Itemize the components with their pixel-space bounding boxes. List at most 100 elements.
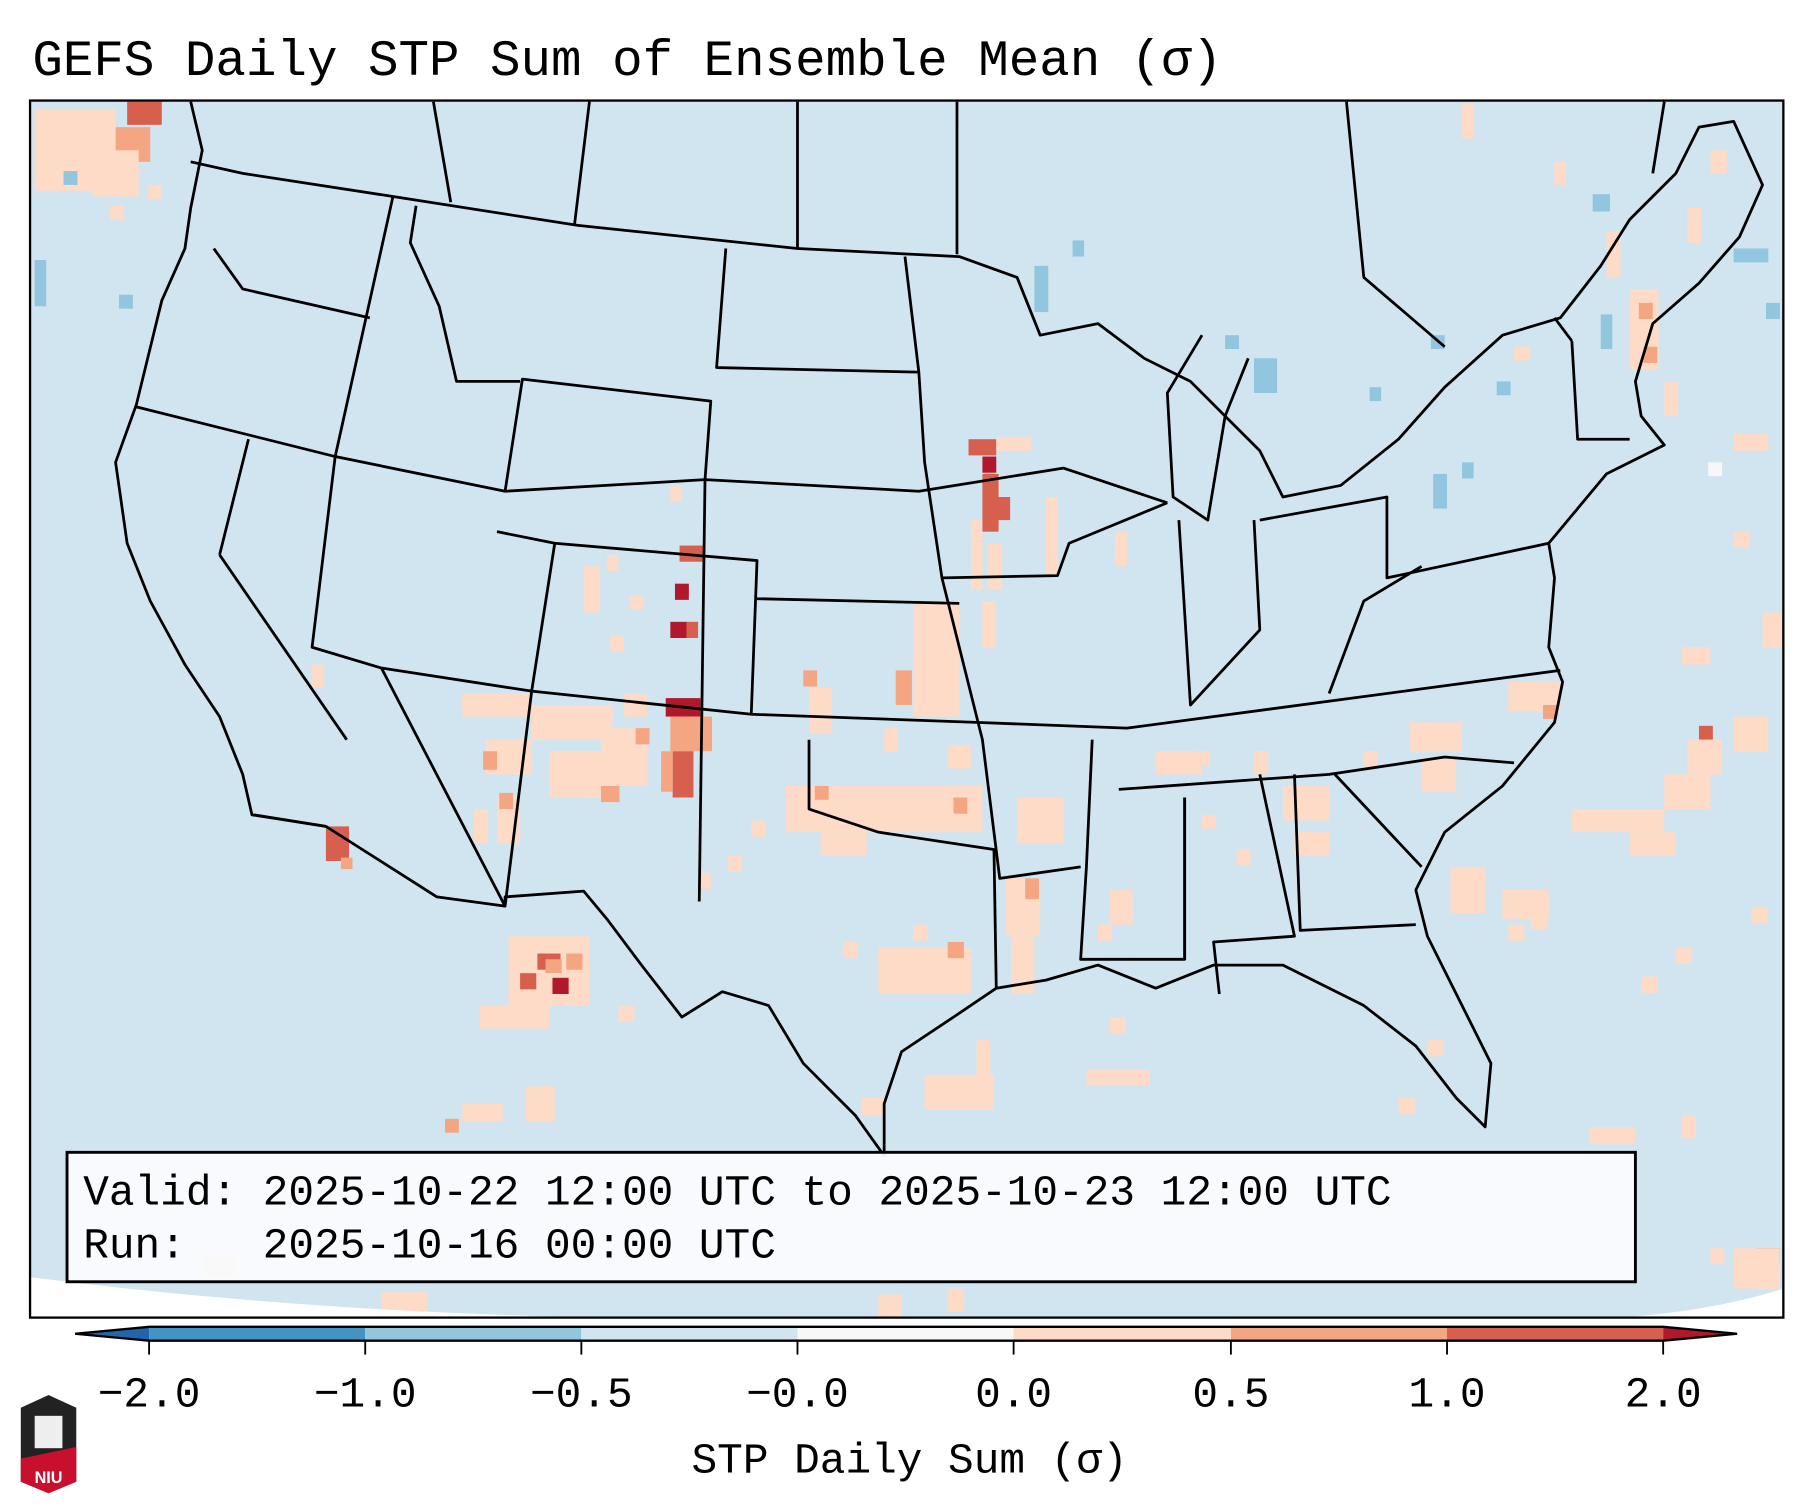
stp-cell xyxy=(1086,1069,1150,1086)
stp-cell xyxy=(545,959,562,974)
stp-cell xyxy=(728,855,743,872)
stp-cell xyxy=(878,1294,902,1318)
stp-cell xyxy=(1675,947,1693,964)
stp-cell xyxy=(674,583,689,600)
stp-cell xyxy=(520,973,537,990)
stp-cell xyxy=(566,953,583,970)
stp-cell xyxy=(635,728,650,745)
stp-cell xyxy=(1508,924,1525,941)
stp-cell xyxy=(531,705,613,740)
stp-cell xyxy=(1294,832,1330,856)
stp-cell xyxy=(340,857,353,870)
colorbar-segment xyxy=(581,1326,798,1341)
projection-edge-left xyxy=(30,1277,601,1318)
colorbar-segment xyxy=(1013,1326,1231,1341)
map xyxy=(30,100,1784,1318)
stp-cell xyxy=(861,1097,885,1116)
stp-cell xyxy=(92,150,139,197)
stp-cell xyxy=(1641,976,1658,993)
stp-cell xyxy=(1733,248,1769,263)
colorbar-tick-label: −1.0 xyxy=(314,1371,417,1420)
stp-cell xyxy=(803,670,818,687)
stp-cell xyxy=(1571,809,1665,833)
stp-cell xyxy=(1592,194,1610,212)
stp-cell xyxy=(988,543,1003,590)
colorbar-under-extension xyxy=(75,1326,150,1341)
stp-cell xyxy=(483,751,497,770)
stp-cell xyxy=(686,621,699,639)
stp-cell xyxy=(1710,150,1727,174)
stp-cell xyxy=(1369,387,1382,402)
stp-cell xyxy=(1025,878,1040,900)
stp-cell xyxy=(1017,797,1064,844)
stp-cell xyxy=(895,670,912,706)
stp-cell xyxy=(1427,1040,1444,1057)
stp-cell xyxy=(109,205,124,220)
stp-cell xyxy=(525,1086,555,1122)
stp-cell xyxy=(947,1288,964,1312)
logo-text: NIU xyxy=(35,1469,63,1487)
stp-cell xyxy=(147,184,162,199)
colorbar-over-extension xyxy=(1663,1326,1738,1341)
colorbar-tick-label: −2.0 xyxy=(98,1371,201,1420)
stp-cell xyxy=(913,924,927,941)
stp-cell xyxy=(462,1103,503,1122)
stp-cell xyxy=(1109,1017,1126,1034)
run-time-text: Run: 2025-10-16 00:00 UTC xyxy=(83,1221,776,1270)
stp-cell xyxy=(312,664,324,688)
stp-cells xyxy=(34,101,1784,1318)
stp-cell xyxy=(1733,531,1750,548)
stp-cell xyxy=(629,595,644,610)
stp-cell xyxy=(1664,774,1711,810)
stp-cell xyxy=(1589,1126,1636,1145)
stp-cell xyxy=(996,496,1011,521)
stp-cell xyxy=(947,941,964,959)
stp-cell xyxy=(1664,381,1679,417)
map-background xyxy=(30,100,1784,1318)
stp-cell xyxy=(1629,832,1676,856)
stp-cell xyxy=(1681,1115,1696,1139)
stp-cell xyxy=(1687,739,1723,775)
stp-cell xyxy=(699,872,711,889)
stp-cell xyxy=(970,520,983,590)
stp-cell xyxy=(1254,358,1278,393)
colorbar-tick-label: 0.5 xyxy=(1192,1371,1269,1420)
colorbar-segment xyxy=(1230,1326,1448,1341)
stp-cell xyxy=(1733,1248,1780,1289)
stp-cell xyxy=(1155,751,1202,775)
stp-cell xyxy=(1433,473,1448,509)
stp-cell xyxy=(1462,462,1474,479)
stp-cell xyxy=(884,728,899,752)
stp-cell xyxy=(63,171,78,185)
stp-cell xyxy=(610,635,625,652)
stp-cell xyxy=(1225,335,1239,350)
stp-cell xyxy=(1766,302,1780,320)
stp-cell xyxy=(1115,531,1127,567)
stp-cell xyxy=(947,745,971,769)
colorbar-segment xyxy=(797,1326,1014,1341)
stp-cell xyxy=(1462,104,1474,139)
stp-cell xyxy=(820,832,867,856)
stp-cell xyxy=(1398,1097,1415,1115)
stp-cell xyxy=(1236,849,1251,866)
colorbar-tick-label: 1.0 xyxy=(1409,1371,1486,1420)
stp-cell xyxy=(606,554,619,571)
stp-cell xyxy=(1708,462,1723,477)
colorbar-tick-label: −0.0 xyxy=(746,1371,849,1420)
colorbar-tick-label: 0.0 xyxy=(975,1371,1052,1420)
stp-cell xyxy=(1450,866,1486,914)
stp-cell xyxy=(1109,889,1133,925)
stp-cell xyxy=(499,792,514,810)
stp-cell xyxy=(1531,913,1548,930)
colorbar-tick-label: −0.5 xyxy=(530,1371,633,1420)
state-boundaries xyxy=(114,101,1764,1158)
stp-cell xyxy=(1554,161,1567,185)
colorbar-segment xyxy=(365,1326,582,1341)
stp-cell xyxy=(953,797,968,814)
stp-cell xyxy=(1410,722,1463,752)
stp-cell xyxy=(444,1118,459,1133)
stp-cell xyxy=(809,687,833,734)
stp-cell xyxy=(1421,757,1457,792)
stp-cell xyxy=(325,826,350,862)
